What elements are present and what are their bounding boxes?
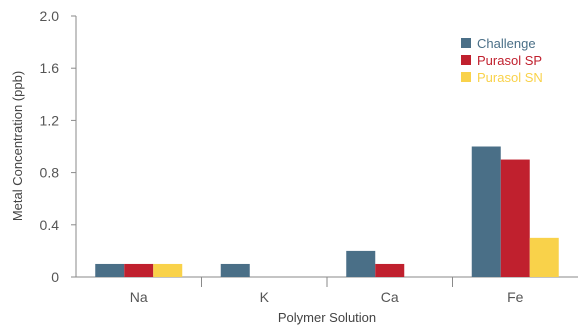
y-tick-label: 1.6 <box>40 60 60 76</box>
bar-challenge-fe <box>471 146 501 277</box>
bar-purasol-sp-ca <box>375 263 405 277</box>
y-tick-label: 1.2 <box>40 112 60 128</box>
y-axis-title: Metal Concentration (ppb) <box>10 71 25 221</box>
x-axis-title: Polymer Solution <box>278 310 376 325</box>
y-tick-label: 0 <box>51 269 59 285</box>
bar-challenge-na <box>95 263 125 277</box>
legend-swatch <box>461 38 471 48</box>
y-tick-label: 2.0 <box>40 8 60 24</box>
bar-challenge-k <box>220 263 250 277</box>
x-ticks: Na K Ca Fe <box>130 277 524 305</box>
y-tick-label: 0.4 <box>40 217 60 233</box>
y-tick-label: 0.8 <box>40 165 60 181</box>
x-tick-label: Fe <box>507 289 524 305</box>
legend-label: Purasol SP <box>477 53 542 68</box>
bar-purasol-sn-fe <box>529 237 559 277</box>
x-tick-label: K <box>260 289 270 305</box>
bars <box>95 146 559 277</box>
legend: Challenge Purasol SP Purasol SN <box>461 36 543 85</box>
legend-label: Purasol SN <box>477 70 543 85</box>
legend-swatch <box>461 55 471 65</box>
y-ticks: 0 0.4 0.8 1.2 1.6 2.0 <box>40 8 76 285</box>
bar-purasol-sp-na <box>124 263 154 277</box>
bar-purasol-sp-fe <box>500 159 530 277</box>
bar-challenge-ca <box>346 250 376 277</box>
x-tick-label: Na <box>130 289 148 305</box>
legend-swatch <box>461 72 471 82</box>
legend-label: Challenge <box>477 36 536 51</box>
bar-purasol-sn-na <box>153 263 183 277</box>
x-tick-label: Ca <box>381 289 399 305</box>
